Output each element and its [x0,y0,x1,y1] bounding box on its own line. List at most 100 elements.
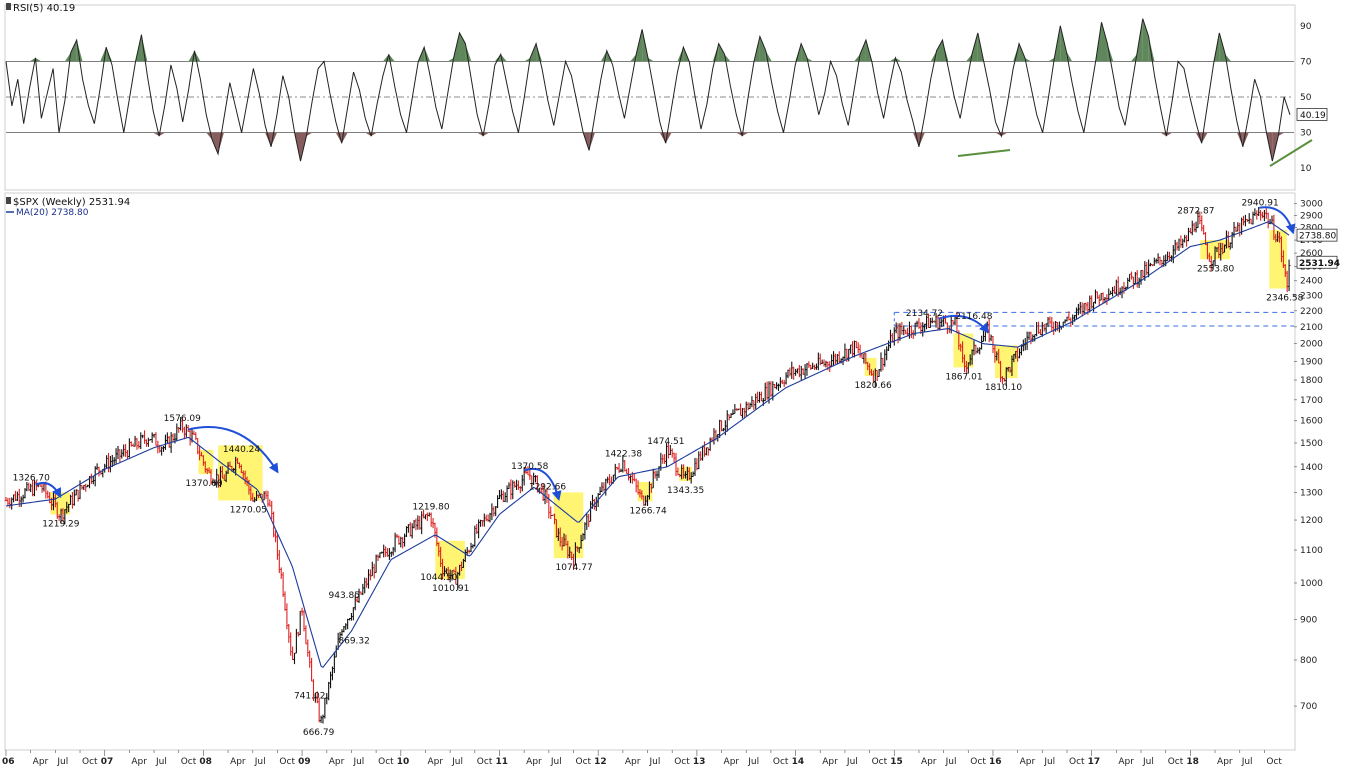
price-annotation: 1219.80 [412,502,449,512]
rsi-title: RSI(5) 40.19 [13,3,75,14]
rsi-tick-label: 50 [1300,93,1312,103]
x-tick-label: Apr [1217,757,1233,766]
x-tick-label: 18 [1186,757,1199,766]
price-axis: 700 800 900 1000 1100 1200 1300 1400 1500 1600 170… [1294,200,1340,712]
highlight-box [553,492,584,559]
rsi-axis: 10 30 50 70 90 40.19 [1296,22,1328,174]
x-tick-label: Jul [1043,757,1055,766]
x-tick-label: Oct [576,757,592,766]
price-tick-label: 1400 [1300,463,1323,473]
x-tick-label: 15 [890,757,903,766]
price-annotation: 2116.48 [955,312,992,322]
x-tick-label: Oct [477,757,493,766]
rsi-fill-segment [483,132,489,137]
x-tick-label: Apr [822,757,838,766]
price-tick-label: 1700 [1300,396,1323,406]
x-tick-label: Jul [254,757,266,766]
price-tick-label: 3000 [1300,200,1323,210]
price-bars [4,207,1291,724]
price-annotation: 2346.58 [1266,294,1303,304]
rsi-fill-segment [76,40,83,62]
price-tick-label: 2000 [1300,340,1323,350]
x-tick-label: Apr [329,757,345,766]
rsi-fill-segment [1107,43,1114,62]
x-tick-label: Oct [1168,757,1184,766]
x-tick-label: Jul [945,757,957,766]
price-annotation: 1292.66 [529,482,566,492]
x-tick-label: Jul [846,757,858,766]
x-tick-label: Oct [1069,757,1085,766]
rsi-fill-segment [424,47,431,62]
rsi-fill-segment [913,132,919,147]
rsi-fill-segment [64,52,71,62]
rsi-trendlines [957,139,1313,167]
price-tick-label: 1900 [1300,357,1323,367]
rsi-fill-segment [1101,22,1108,62]
rsi-fill-segment [447,57,454,62]
price-tick-label: 700 [1300,702,1317,712]
rsi-fill-segment [1148,36,1155,62]
price-annotation: 1820.66 [855,381,892,391]
rsi-fill-segment [1060,25,1067,62]
spx-title: $SPX (Weekly) 2531.94 [13,197,130,208]
x-tick-label: Oct [674,757,690,766]
x-tick-label: Apr [33,757,49,766]
x-tick-label: Oct [970,757,986,766]
price-annotation: 2553.80 [1197,264,1234,274]
price-annotation: 1474.51 [647,437,684,447]
ma-tag: 2738.80 [1299,232,1336,242]
rsi-fill-segment [70,40,77,62]
price-tick-label: 2400 [1300,277,1323,287]
rsi-tick-label: 10 [1300,164,1312,174]
x-tick-label: 13 [693,757,706,766]
x-tick-label: 16 [989,757,1002,766]
price-annotation: 1219.29 [42,520,79,530]
rsi-fill-segment [335,132,342,144]
x-tick-label: Apr [230,757,246,766]
price-annotation: 1576.09 [164,414,201,424]
rsi-fill-segment [459,32,466,62]
rsi-fill-segment [465,43,472,62]
price-annotation: 1326.70 [13,473,50,483]
x-tick-label: Jul [649,757,661,766]
rsi-fill-segment [477,132,484,137]
rsi-fill-segment [371,132,378,137]
x-tick-label: Oct [378,757,394,766]
blue-arrows [35,206,1296,502]
rsi-fill-segment [1166,132,1173,137]
rsi-fill-segment [212,132,219,154]
price-tick-label: 900 [1300,615,1317,625]
rsi-tick-label: 70 [1300,57,1312,67]
price-tick-label: 1500 [1300,439,1323,449]
price-tick-label: 1200 [1300,516,1323,526]
highlight-box [218,445,263,501]
x-tick-label: Jul [747,757,759,766]
rsi-fill-segment [218,132,224,154]
price-annotation: 2134.72 [906,309,943,319]
rsi-fill-segment [1001,132,1008,137]
price-annotation: 666.79 [303,728,335,738]
curved-arrow [1259,206,1296,235]
x-tick-label: Apr [526,757,542,766]
x-tick-label: 07 [101,757,114,766]
x-tick-label: Oct [82,757,98,766]
x-tick-label: Jul [1142,757,1154,766]
price-annotation: 1440.24 [223,445,260,455]
ma20-line [5,221,1290,669]
rsi-fill-segment [1130,54,1137,62]
price-tick-label: 2600 [1300,249,1323,259]
rsi-fill-segment [759,36,766,62]
ma20-series-line [5,221,1290,669]
price-annotation: 943.85 [329,591,361,601]
price-annotation: 1370.58 [511,462,548,472]
rsi-fill-segment [589,132,595,151]
rsi-fill-segment [807,57,813,62]
price-annotation: 2940.91 [1241,199,1278,209]
rsi-fill-segment [736,132,743,137]
price-annotation: 1370.60 [185,479,222,489]
price-annotation: 1270.05 [230,505,267,515]
x-tick-label: Apr [1118,757,1134,766]
highlight-box [864,357,877,377]
